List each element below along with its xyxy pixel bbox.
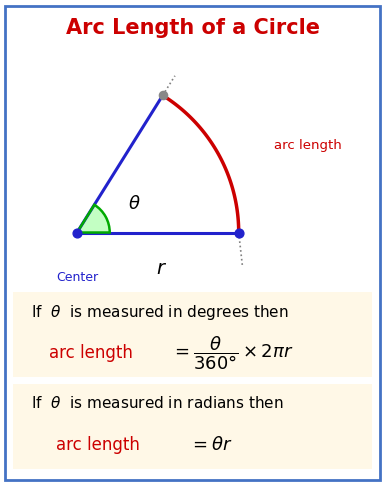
Text: If  $\theta$  is measured in radians then: If $\theta$ is measured in radians then bbox=[32, 395, 284, 411]
Point bbox=[74, 228, 80, 236]
Text: arc length: arc length bbox=[274, 139, 342, 152]
Text: $r$: $r$ bbox=[156, 260, 167, 278]
Text: Center: Center bbox=[56, 271, 98, 284]
FancyBboxPatch shape bbox=[0, 379, 385, 474]
FancyBboxPatch shape bbox=[0, 286, 385, 382]
Point bbox=[160, 91, 166, 99]
Text: arc length: arc length bbox=[57, 436, 140, 454]
Point bbox=[236, 228, 242, 236]
Text: Arc Length of a Circle: Arc Length of a Circle bbox=[65, 18, 320, 38]
Text: arc length: arc length bbox=[49, 344, 133, 362]
Text: $= \theta r$: $= \theta r$ bbox=[189, 436, 233, 454]
Text: If  $\theta$  is measured in degrees then: If $\theta$ is measured in degrees then bbox=[32, 303, 289, 322]
Text: $\theta$: $\theta$ bbox=[128, 195, 141, 213]
Text: $= \dfrac{\theta}{360°} \times 2\pi r$: $= \dfrac{\theta}{360°} \times 2\pi r$ bbox=[171, 334, 293, 372]
Wedge shape bbox=[77, 205, 110, 232]
